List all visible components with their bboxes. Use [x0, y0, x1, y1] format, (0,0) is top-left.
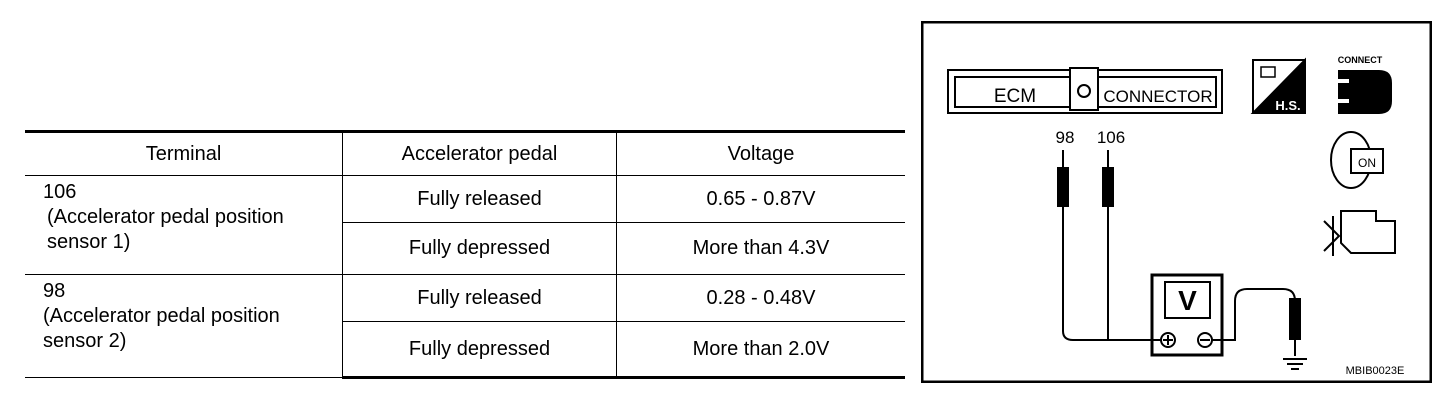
ground-symbol [1283, 358, 1307, 370]
pin-label: 106 [1097, 128, 1125, 147]
hs-label: H.S. [1275, 98, 1300, 113]
connector-label: ECM [994, 86, 1036, 107]
on-label: ON [1358, 156, 1376, 170]
pedal-cell: Fully released [342, 175, 617, 223]
connect-icon [1338, 70, 1392, 114]
plus-terminal [1160, 332, 1176, 348]
diagram-frame [921, 21, 1432, 383]
terminal-description: (Accelerator pedal position sensor 1) [47, 206, 284, 253]
voltage-cell: More than 4.3V [616, 222, 905, 275]
column-header: Terminal [25, 130, 343, 176]
pedal-cell: Fully depressed [342, 321, 617, 379]
connect-pins [1331, 79, 1349, 103]
terminal: 106 [43, 181, 77, 203]
meter-display [1164, 281, 1211, 319]
voltage-cell: 0.65 - 0.87V [616, 175, 905, 223]
header-row: Terminal Accelerator pedal Voltage [25, 130, 905, 176]
hs-triangle [1250, 57, 1306, 114]
terminal-cell: 98 (Accelerator pedal position sensor 2) [25, 274, 343, 378]
pin-label: 98 [1056, 128, 1075, 147]
terminal-description: (Accelerator pedal position sensor 2) [43, 305, 280, 352]
terminal-signs [1163, 335, 1210, 345]
connector-latch [1069, 67, 1099, 111]
connector-label: CONNECTOR [1103, 87, 1212, 106]
voltage-cell: 0.28 - 0.48V [616, 274, 905, 322]
ground-wire [1212, 288, 1296, 356]
engine-icon [1323, 210, 1396, 256]
connect-label: CONNECT [1338, 55, 1383, 65]
key-body [1350, 148, 1384, 174]
row: 106 (Accelerator pedal position sensor 1)… [25, 175, 905, 275]
voltmeter [1150, 273, 1224, 357]
diagram: ECM CONNECTOR 98 106 V H.S. CONNECT ON M… [921, 21, 1432, 383]
row: Fully depressed More than 4.3V [25, 222, 905, 275]
row: Fully depressed More than 2.0V [25, 321, 905, 379]
pedal-cell: Fully released [342, 274, 617, 322]
meter-label: V [1178, 285, 1197, 316]
connector-hole [1077, 84, 1091, 98]
probe [1057, 167, 1069, 207]
figure-code: MBIB0023E [1346, 365, 1405, 377]
column-header: Voltage [616, 130, 905, 176]
spec-table: Terminal Accelerator pedal Voltage 106 (A… [25, 130, 905, 379]
terminal: 98 [43, 280, 66, 302]
probe [1102, 167, 1114, 207]
column-header: Accelerator pedal [342, 130, 617, 176]
row: 98 (Accelerator pedal position sensor 2) … [25, 274, 905, 378]
probe [1289, 298, 1301, 340]
voltage-cell: More than 2.0V [616, 321, 905, 379]
pedal-cell: Fully depressed [342, 222, 617, 275]
hs-symbol [1260, 66, 1276, 78]
terminal-cell: 106 (Accelerator pedal position sensor 1) [25, 175, 343, 275]
